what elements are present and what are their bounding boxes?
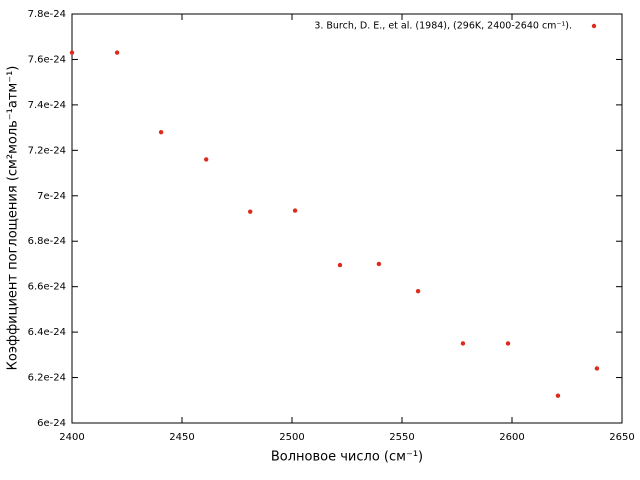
data-point (114, 50, 120, 55)
y-tick-label: 7.2e-24 (28, 145, 66, 156)
data-point (292, 208, 298, 213)
y-tick-label: 7.4e-24 (28, 100, 66, 111)
data-point (69, 50, 75, 55)
legend-marker (591, 23, 597, 29)
x-tick-label: 2550 (389, 432, 414, 443)
legend-text: 3. Burch, D. E., et al. (1984), (296K, 2… (314, 21, 572, 32)
plot-frame (71, 13, 623, 424)
x-tick-label: 2450 (169, 432, 194, 443)
y-tick-label: 6.4e-24 (28, 327, 66, 338)
x-tick-label: 2400 (59, 432, 84, 443)
y-tick-label: 6.2e-24 (28, 373, 66, 384)
x-tick-label: 2500 (279, 432, 304, 443)
data-point (505, 341, 511, 346)
data-point (376, 261, 382, 267)
y-tick-label: 7.6e-24 (28, 54, 66, 65)
data-point (555, 393, 561, 398)
y-tick-label: 7e-24 (37, 191, 66, 202)
y-tick-label: 6e-24 (37, 418, 66, 429)
data-point (415, 289, 421, 294)
data-point (248, 209, 253, 214)
x-tick-label: 2600 (499, 432, 524, 443)
y-tick-label: 7.8e-24 (28, 9, 66, 20)
data-point (460, 341, 466, 346)
y-tick-label: 6.8e-24 (28, 236, 66, 247)
data-point (158, 129, 164, 135)
x-axis-label: Волновое число (см⁻¹) (271, 450, 423, 465)
data-point (204, 157, 209, 162)
y-tick-label: 6.6e-24 (28, 282, 66, 293)
data-point (594, 366, 600, 371)
data-point (337, 262, 343, 268)
x-tick-label: 2650 (609, 432, 634, 443)
y-axis-label: Коэффициент поглощения (см²моль⁻¹атм⁻¹) (6, 66, 21, 371)
